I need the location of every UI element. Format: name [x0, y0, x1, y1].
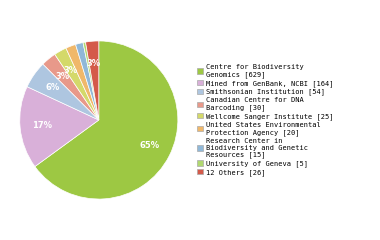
Text: 3%: 3%: [55, 72, 70, 81]
Wedge shape: [86, 41, 99, 120]
Wedge shape: [27, 64, 99, 120]
Wedge shape: [83, 42, 99, 120]
Wedge shape: [55, 48, 99, 120]
Legend: Centre for Biodiversity
Genomics [629], Mined from GenBank, NCBI [164], Smithson: Centre for Biodiversity Genomics [629], …: [197, 64, 333, 176]
Text: 3%: 3%: [87, 59, 101, 68]
Wedge shape: [66, 44, 99, 120]
Text: 3%: 3%: [64, 66, 78, 75]
Text: 65%: 65%: [139, 141, 160, 150]
Wedge shape: [20, 87, 99, 167]
Wedge shape: [43, 54, 99, 120]
Wedge shape: [76, 42, 99, 120]
Text: 6%: 6%: [45, 83, 59, 92]
Text: 17%: 17%: [32, 121, 52, 130]
Wedge shape: [35, 41, 178, 199]
